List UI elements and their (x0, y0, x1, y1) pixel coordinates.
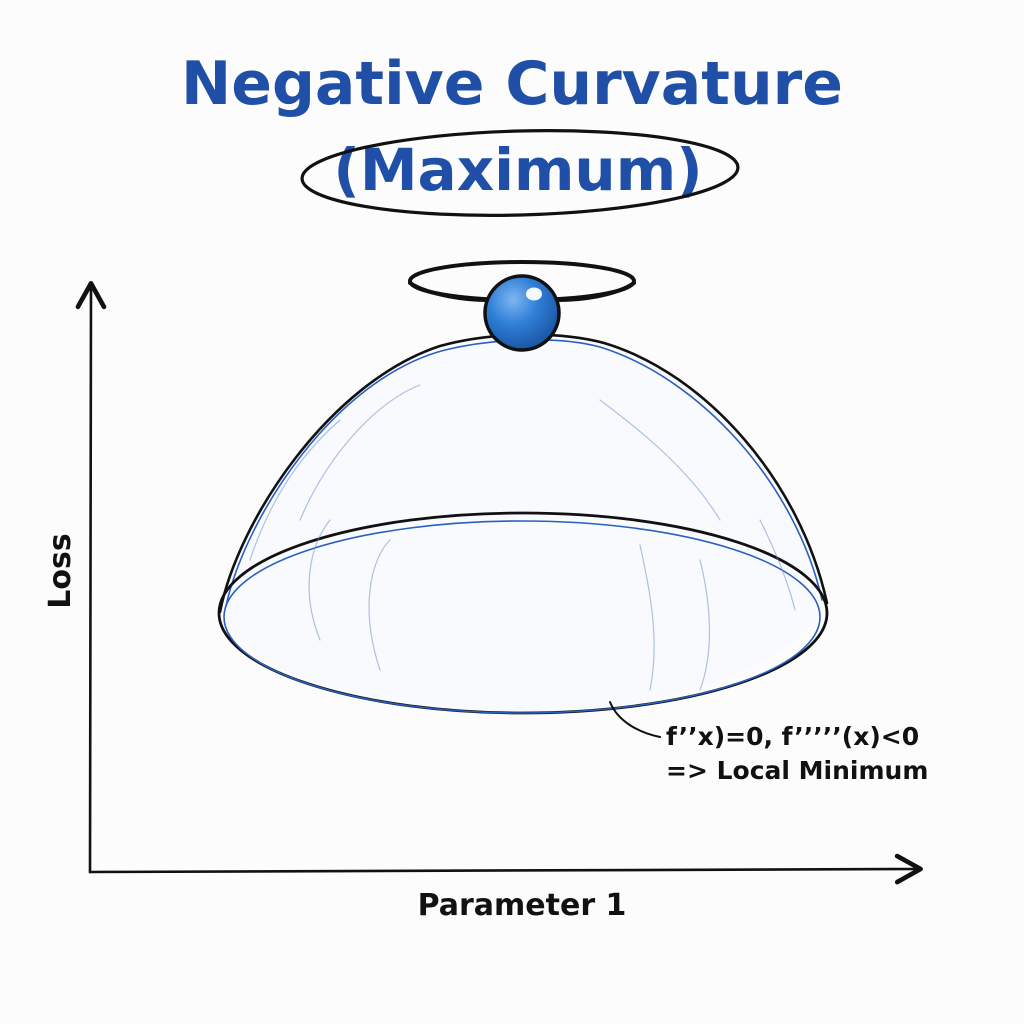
y-axis (75, 281, 107, 874)
title-circle-highlight (300, 129, 740, 217)
x-axis-label: Parameter 1 (418, 888, 627, 923)
annotation-leader (609, 701, 661, 738)
halo-front-right (556, 281, 636, 302)
annotation-line-2: => Local Minimum (666, 756, 928, 785)
ball-at-maximum (483, 274, 561, 352)
x-axis (88, 853, 923, 885)
y-axis-label: Loss (43, 533, 78, 608)
title-line-1: Negative Curvature (181, 49, 843, 119)
dome-surface (217, 333, 829, 715)
halo-front-left (408, 281, 488, 302)
title-line-2: (Maximum) (333, 136, 702, 204)
annotation-line-1: f’’x)=0, f’’’’’(x)<0 (666, 722, 919, 751)
